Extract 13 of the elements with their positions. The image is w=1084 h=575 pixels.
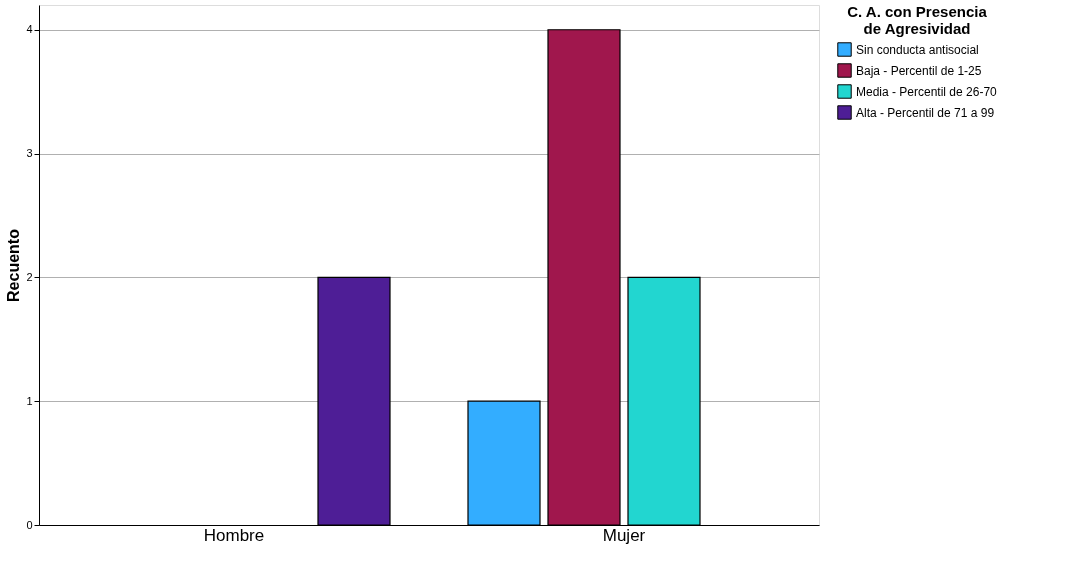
- legend-label: Baja - Percentil de 1-25: [856, 63, 982, 78]
- y-axis-title: Recuento: [5, 228, 23, 302]
- y-tick-label: 2: [26, 270, 33, 283]
- legend-title: C. A. con Presencia de Agresividad: [847, 3, 988, 37]
- y-tick-label: 0: [26, 518, 33, 531]
- y-tick-label: 1: [26, 394, 33, 407]
- legend-label: Alta - Percentil de 71 a 99: [856, 105, 995, 120]
- y-tick-label: 3: [26, 147, 33, 160]
- legend-label: Sin conducta antisocial: [856, 42, 979, 57]
- x-tick-label: Hombre: [203, 525, 265, 545]
- legend-label: Media - Percentil de 26-70: [856, 84, 998, 99]
- y-tick-label: 4: [26, 23, 33, 36]
- x-tick-label: Mujer: [602, 525, 646, 545]
